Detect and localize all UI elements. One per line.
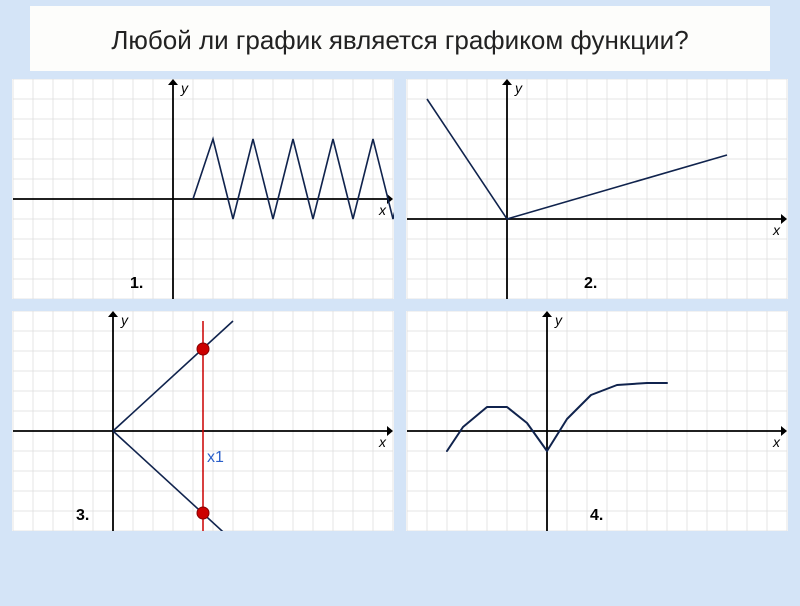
chart-2: xy	[406, 79, 788, 299]
svg-text:x: x	[772, 222, 781, 238]
x1-label: x1	[207, 449, 224, 467]
svg-text:y: y	[180, 80, 189, 96]
chart-3: xy	[12, 311, 394, 531]
panel-label-2: 2.	[584, 275, 597, 293]
svg-text:y: y	[554, 312, 563, 328]
svg-text:y: y	[120, 312, 129, 328]
panel-2: xy2.	[406, 79, 788, 299]
charts-grid: xy1. xy2. xyx13. xy4.	[0, 79, 800, 543]
chart-1: xy	[12, 79, 394, 299]
svg-text:y: y	[514, 80, 523, 96]
panel-4: xy4.	[406, 311, 788, 531]
svg-text:x: x	[378, 434, 387, 450]
page-title: Любой ли график является графиком функци…	[30, 6, 770, 71]
panel-label-1: 1.	[130, 275, 143, 293]
intersection-point	[197, 507, 209, 519]
panel-label-3: 3.	[76, 507, 89, 525]
panel-label-4: 4.	[590, 507, 603, 525]
svg-text:x: x	[378, 202, 387, 218]
intersection-point	[197, 343, 209, 355]
svg-text:x: x	[772, 434, 781, 450]
panel-3: xyx13.	[12, 311, 394, 531]
chart-4: xy	[406, 311, 788, 531]
panel-1: xy1.	[12, 79, 394, 299]
